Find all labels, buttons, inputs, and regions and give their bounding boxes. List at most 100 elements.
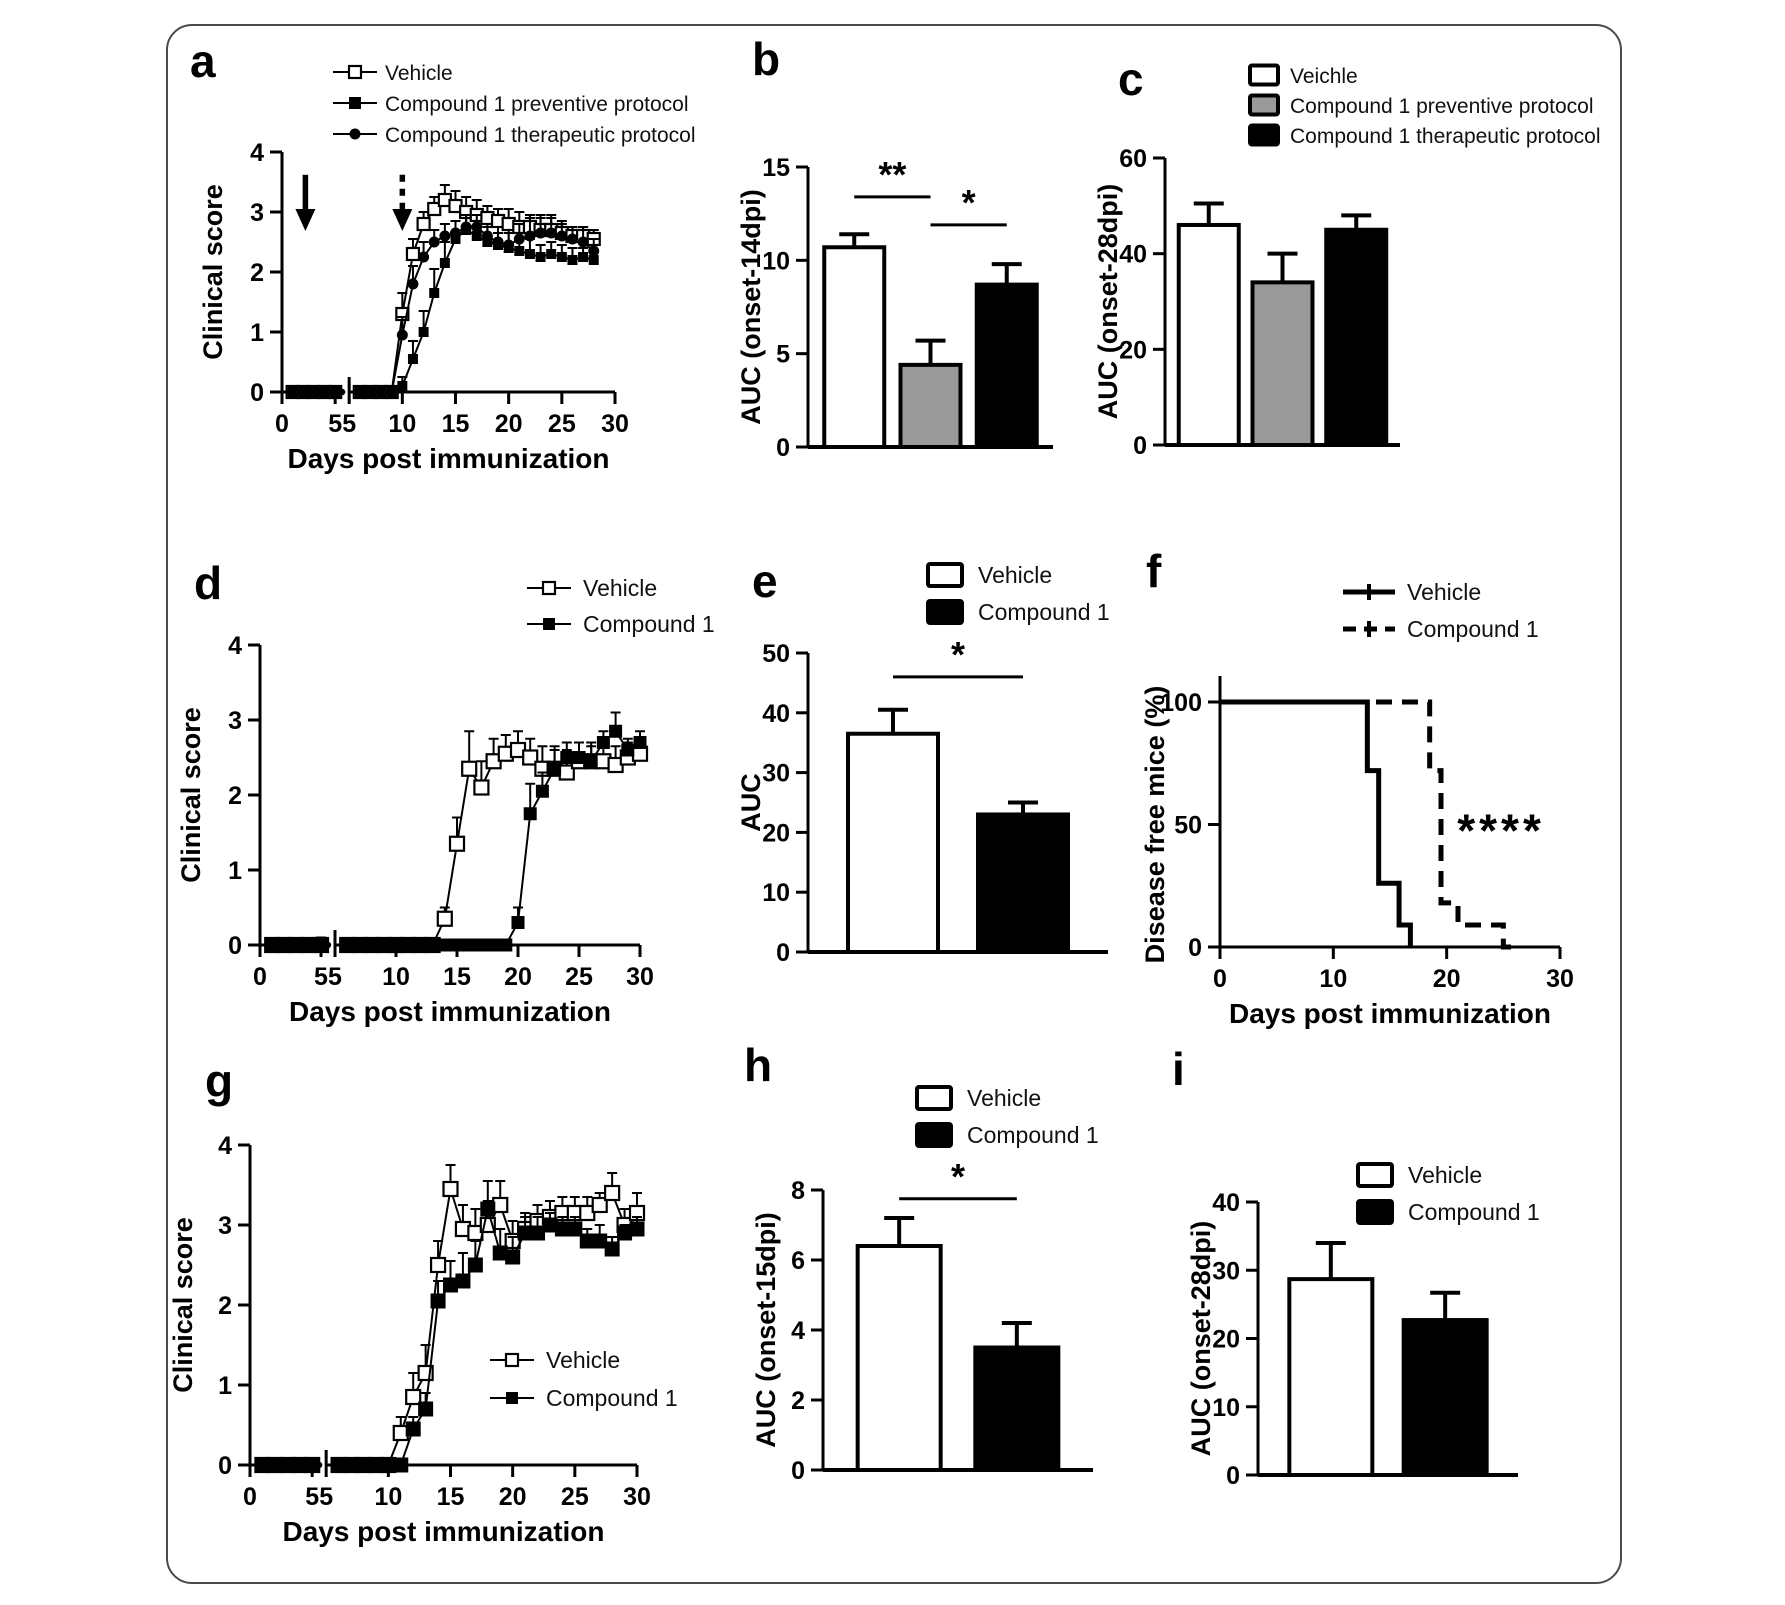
filled-square-marker [524,249,535,259]
bar-rect [855,1244,943,1472]
panel-letter-a: a [190,35,216,87]
series-square [287,214,599,397]
y-tick-label: 20 [762,819,790,847]
x-axis-title: Days post immunization [287,443,609,474]
y-tick-label: 0 [776,939,790,967]
filled-square-marker [405,1421,421,1437]
bar-vehicle [855,1216,943,1472]
filled-square-marker [397,381,408,391]
y-tick-label: 4 [791,1317,805,1345]
panel-g: 0 1 2 3 4 Clinical score 0 5 5 10 15 20 25 30 Days pos… [168,1060,710,1570]
y-axis-title: AUC (onset-15dpi) [751,1212,781,1448]
x-tick-label: 5 [342,410,356,438]
y-tick-label: 0 [1226,1462,1240,1490]
panel-letter-g: g [205,1055,234,1107]
filled-square-marker [439,258,450,268]
filled-square-marker [389,938,403,952]
y-tick-label: 10 [1212,1394,1240,1422]
filled-circle-marker [354,386,366,398]
filled-circle-marker [386,386,398,398]
y-tick-label: 2 [791,1387,805,1415]
panel-d-chart: 0 1 2 3 4 Clinical score 0 5 5 10 15 20 25 30 Days pos… [176,575,715,1027]
y-axis: 0 10 20 30 40 AUC (onset-28dpi) [1186,1189,1260,1490]
panel-letter-h: h [744,1039,773,1091]
legend-label: Compound 1 preventive protocol [1290,95,1594,118]
y-axis-title: AUC (onset-28dpi) [1186,1221,1216,1457]
x-tick-label: 5 [305,1483,319,1511]
filled-square-marker [482,237,493,247]
panel-h-chart: 0 2 4 6 8 AUC (onset-15dpi) * Vehicle Compound 1 [751,1085,1099,1485]
filled-square-marker [592,1233,608,1249]
filled-circle-marker [439,230,451,242]
legend-item: Vehicle [1343,579,1481,605]
panel-h: 0 2 4 6 8 AUC (onset-15dpi) * Vehicle Compound 1 [720,1040,1120,1540]
y-tick-label: 6 [791,1247,805,1275]
y-tick-label: 60 [1119,145,1147,173]
filled-square-marker [596,736,610,749]
series-open-square [285,184,601,400]
legend: Veichle Compound 1 preventive protocol Com… [1248,63,1601,148]
y-axis-title: Clinical score [168,1217,198,1393]
filled-square-marker [438,938,452,952]
legend-label: Vehicle [967,1085,1041,1111]
filled-square-marker [480,1201,496,1217]
filled-square-marker [290,938,304,952]
filled-square-marker [505,1249,521,1265]
y-tick-label: 5 [776,341,790,369]
y-tick-label: 50 [1174,812,1202,840]
y-tick-label: 1 [218,1372,232,1400]
open-square-marker [591,1196,608,1214]
filled-circle-marker [566,233,578,245]
y-tick-label: 4 [250,139,264,167]
filled-square-marker [617,1225,633,1241]
x-tick-label: 25 [548,410,576,438]
filled-circle-marker [364,386,376,398]
legend-label: Compound 1 [967,1122,1099,1148]
filled-circle-marker [407,278,419,290]
open-square-marker [429,1256,447,1274]
panel-g-chart: 0 1 2 3 4 Clinical score 0 5 5 10 15 20 25 30 Days pos… [168,1132,678,1547]
panel-d: 0 1 2 3 4 Clinical score 0 5 5 10 15 20 25 30 Days pos… [176,550,715,1030]
significance: ** [854,154,931,199]
significance-stars: **** [1457,805,1545,857]
bar-rect [976,812,1070,954]
legend-label: Veichle [1290,65,1358,88]
filled-square-marker [407,354,418,364]
filled-square-marker [267,1457,283,1473]
filled-circle-marker [492,236,504,248]
filled-circle-marker [524,230,536,242]
significance-label: * [951,634,965,675]
filled-circle-marker [396,329,408,341]
y-axis: 0 1 2 3 4 Clinical score [168,1132,252,1480]
legend-swatch [1356,1199,1394,1225]
panel-letter-c: c [1118,53,1144,105]
legend: Vehicle Compound 1 [926,562,1110,625]
filled-square-marker [546,249,557,259]
filled-square-marker [292,1457,308,1473]
filled-square-marker [380,1457,396,1473]
filled-circle-marker [577,236,589,248]
panel-c: 0 20 40 60 AUC (onset-28dpi) Veichle Compound … [1093,40,1618,490]
legend-label: Vehicle [1407,579,1481,605]
bar-vehicle [1287,1240,1375,1477]
filled-square-marker [393,1457,409,1473]
filled-square-marker [340,938,354,952]
x-tick-label: 0 [253,963,267,991]
y-tick-label: 2 [218,1292,232,1320]
filled-square-marker [523,807,537,821]
panel-letter-i: i [1172,1043,1185,1095]
y-tick-label: 2 [228,782,242,810]
legend-swatch [915,1085,953,1111]
y-axis-title: Disease free mice (%) [1140,686,1170,964]
legend-item: Vehicle [527,575,657,601]
filled-square-marker [450,234,461,244]
open-square-marker [492,1196,509,1214]
legend-label: Compound 1 therapeutic protocol [1290,125,1601,148]
x-tick-label: 30 [1546,965,1574,993]
filled-circle-marker [287,386,299,398]
legend-swatch [1248,63,1280,87]
filled-square-marker [609,724,623,738]
filled-circle-marker [428,236,440,248]
